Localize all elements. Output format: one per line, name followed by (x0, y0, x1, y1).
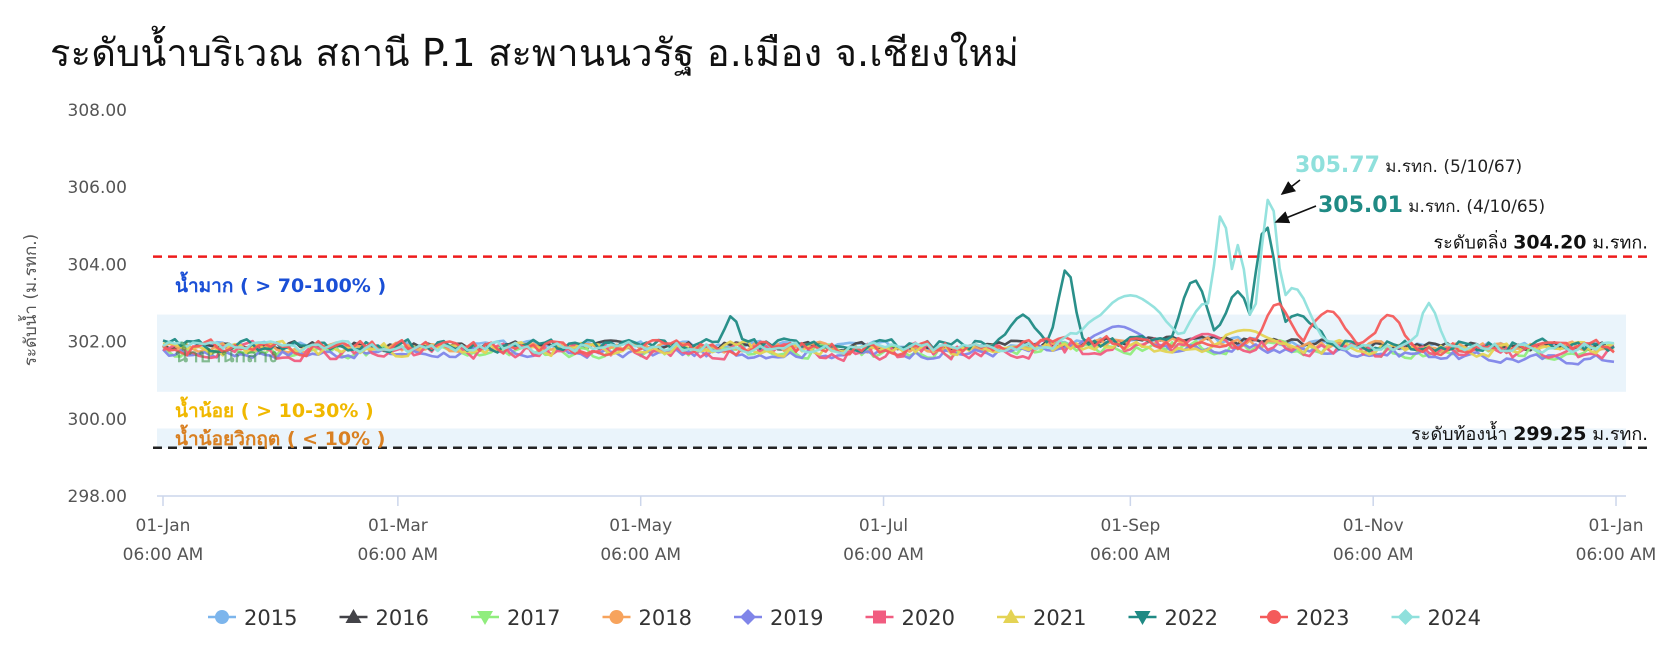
series-line-2023[interactable] (162, 302, 1615, 358)
x-tick-time: 06:00 AM (1090, 545, 1171, 565)
legend-label: 2021 (1033, 606, 1086, 630)
x-tick-date: 01-Nov (1343, 516, 1404, 536)
reference-line-label-0: ระดับตลิ่ง 304.20 ม.รทก. (1434, 230, 1648, 254)
legend-label: 2022 (1165, 606, 1218, 630)
y-tick-label: 300.00 (68, 410, 127, 430)
legend-label: 2017 (507, 606, 560, 630)
zone-band-3 (157, 428, 1626, 448)
legend: 2015 2016 2017 2018 2019 2020 2021 2022 2023 2024 (208, 606, 1481, 630)
x-tick-date: 01-Jan (136, 516, 191, 536)
x-tick-time: 06:00 AM (358, 545, 439, 565)
legend-label: 2023 (1296, 606, 1349, 630)
legend-label: 2019 (770, 606, 823, 630)
legend-item-2018[interactable]: 2018 (602, 606, 692, 630)
legend-item-2015[interactable]: 2015 (208, 606, 297, 630)
zone-label-1: น้ำปานกลาง (175, 341, 277, 367)
peak-arrow-2022 (1274, 205, 1317, 224)
legend-marker-icon (1267, 610, 1281, 624)
x-tick-date: 01-Jul (859, 516, 908, 536)
x-tick-time: 06:00 AM (600, 545, 681, 565)
legend-marker-icon (609, 610, 624, 624)
x-tick-time: 06:00 AM (1333, 545, 1414, 565)
legend-marker-icon (873, 610, 886, 624)
legend-marker-icon (477, 611, 493, 625)
x-tick-time: 06:00 AM (123, 545, 204, 565)
legend-label: 2024 (1428, 606, 1481, 630)
reference-line-label-1: ระดับท้องน้ำ 299.25 ม.รทก. (1411, 421, 1648, 445)
peak-annotation-2024: 305.77 ม.รทก. (5/10/67) (1295, 153, 1522, 178)
x-tick-date: 01-Jan (1589, 516, 1644, 536)
legend-marker-icon (1397, 609, 1414, 625)
legend-item-2021[interactable]: 2021 (997, 606, 1086, 630)
zone-label-2: น้ำน้อย ( > 10-30% ) (175, 396, 374, 422)
legend-label: 2015 (244, 606, 297, 630)
legend-item-2016[interactable]: 2016 (339, 606, 429, 630)
legend-item-2020[interactable]: 2020 (865, 606, 955, 630)
legend-marker-icon (345, 609, 362, 623)
y-tick-label: 302.00 (68, 333, 127, 353)
x-tick-date: 01-Sep (1100, 516, 1160, 536)
y-tick-label: 308.00 (68, 101, 127, 121)
legend-marker-icon (1003, 609, 1019, 623)
legend-item-2024[interactable]: 2024 (1391, 606, 1481, 630)
legend-marker-icon (740, 609, 756, 625)
legend-item-2022[interactable]: 2022 (1128, 606, 1218, 630)
peak-annotation-2022: 305.01 ม.รทก. (4/10/65) (1318, 193, 1545, 218)
series-line-2022[interactable] (162, 226, 1615, 354)
x-tick-time: 06:00 AM (1576, 545, 1657, 565)
series-line-2021[interactable] (162, 328, 1615, 358)
x-tick-date: 01-Mar (368, 516, 428, 536)
zone-label-3: น้ำน้อยวิกฤต ( < 10% ) (175, 424, 385, 450)
legend-label: 2018 (639, 606, 692, 630)
legend-label: 2016 (376, 606, 429, 630)
legend-item-2017[interactable]: 2017 (471, 606, 560, 630)
legend-item-2023[interactable]: 2023 (1260, 606, 1349, 630)
legend-label: 2020 (902, 606, 955, 630)
chart-title: ระดับน้ำบริเวณ สถานี P.1 สะพานนวรัฐ อ.เม… (50, 31, 1019, 75)
peak-arrow-2024 (1280, 179, 1301, 195)
legend-marker-icon (215, 610, 229, 624)
y-tick-label: 298.00 (68, 487, 127, 507)
series-line-2024[interactable] (162, 198, 1615, 355)
legend-item-2019[interactable]: 2019 (734, 606, 823, 630)
y-axis-label: ระดับน้ำ (ม.รทก.) (18, 234, 41, 367)
y-tick-label: 306.00 (68, 178, 127, 198)
y-tick-label: 304.00 (68, 255, 127, 275)
zone-label-0: น้ำมาก ( > 70-100% ) (175, 271, 386, 297)
legend-marker-icon (1134, 611, 1151, 625)
x-tick-time: 06:00 AM (843, 545, 924, 565)
series-lines (162, 198, 1615, 366)
x-tick-date: 01-May (609, 516, 672, 536)
